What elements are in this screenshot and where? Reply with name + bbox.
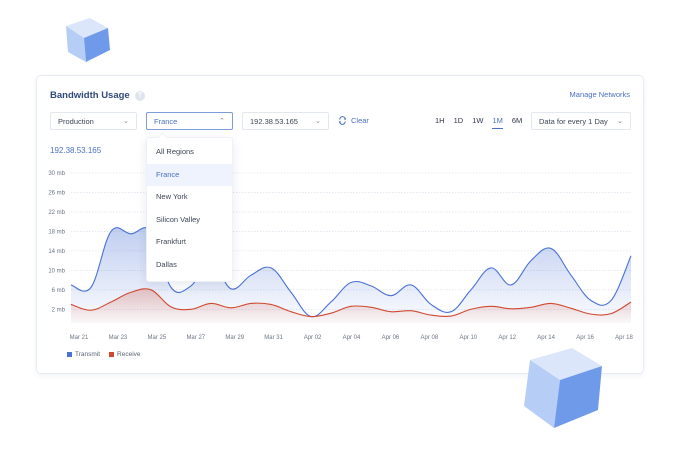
- region-option-frankfurt[interactable]: Frankfurt: [156, 237, 187, 246]
- tab-1h[interactable]: 1H: [435, 116, 445, 125]
- svg-text:10 mb: 10 mb: [48, 269, 65, 275]
- svg-text:Apr 02: Apr 02: [304, 335, 322, 341]
- interval-select[interactable]: Data for every 1 Day ⌄: [531, 112, 631, 130]
- chart-legend: Transmit Receive: [67, 351, 141, 358]
- transmit-swatch-icon: [67, 352, 72, 357]
- card-header: Bandwidth Usage ?: [50, 90, 145, 101]
- tab-1m[interactable]: 1M: [492, 116, 504, 129]
- svg-text:22 mb: 22 mb: [48, 210, 65, 216]
- card-title: Bandwidth Usage: [50, 90, 130, 101]
- svg-text:Apr 16: Apr 16: [576, 335, 594, 341]
- cube-decoration-icon: [524, 348, 602, 428]
- region-select[interactable]: France ⌃: [146, 112, 233, 130]
- ip-select[interactable]: 192.38.53.165 ⌄: [242, 112, 329, 130]
- cube-decoration-icon: [66, 18, 110, 62]
- region-option-silicon-valley[interactable]: Silicon Valley: [156, 214, 201, 224]
- legend-transmit[interactable]: Transmit: [67, 351, 100, 358]
- refresh-icon: [339, 116, 346, 125]
- chevron-down-icon: ⌄: [315, 118, 321, 125]
- svg-text:Apr 18: Apr 18: [615, 335, 633, 341]
- ip-value: 192.38.53.165: [250, 116, 298, 126]
- chevron-down-icon: ⌄: [617, 118, 623, 125]
- svg-text:6 mb: 6 mb: [52, 288, 66, 294]
- region-option-france[interactable]: France: [147, 163, 232, 186]
- svg-text:Apr 10: Apr 10: [459, 335, 477, 341]
- receive-swatch-icon: [109, 352, 115, 357]
- svg-text:Apr 12: Apr 12: [498, 335, 516, 341]
- manage-networks-link[interactable]: Manage Networks: [569, 90, 630, 99]
- svg-text:30 mb: 30 mb: [48, 171, 65, 177]
- clear-button[interactable]: Clear: [338, 116, 369, 125]
- legend-receive-label: Receive: [117, 351, 141, 358]
- time-range-tabs: 1H 1D 1W 1M 6M: [435, 116, 523, 129]
- legend-receive[interactable]: Receive: [109, 351, 141, 358]
- svg-text:Mar 25: Mar 25: [148, 335, 167, 341]
- interval-value: Data for every 1 Day: [539, 116, 608, 126]
- tab-1w[interactable]: 1W: [472, 116, 484, 125]
- clear-label: Clear: [351, 116, 369, 125]
- svg-text:Apr 08: Apr 08: [421, 335, 439, 341]
- svg-text:Mar 23: Mar 23: [109, 335, 128, 341]
- chart-ip-heading: 192.38.53.165: [50, 146, 102, 155]
- svg-text:Apr 06: Apr 06: [382, 335, 400, 341]
- region-value: France: [154, 116, 178, 126]
- svg-text:Mar 31: Mar 31: [264, 335, 283, 341]
- chevron-up-icon: ⌃: [219, 118, 225, 125]
- bandwidth-card: Bandwidth Usage ? Manage Networks Produc…: [36, 75, 644, 374]
- bandwidth-chart: 30 mb 26 mb 22 mb 18 mb 14 mb 10 mb 6 mb 2 mb Ma…: [48, 171, 633, 341]
- region-option-dallas[interactable]: Dallas: [156, 259, 177, 269]
- svg-text:26 mb: 26 mb: [48, 191, 65, 197]
- tab-1d[interactable]: 1D: [453, 116, 464, 125]
- svg-text:Mar 21: Mar 21: [70, 335, 89, 341]
- chevron-down-icon: ⌄: [123, 118, 129, 125]
- svg-text:14 mb: 14 mb: [48, 249, 65, 255]
- svg-text:2 mb: 2 mb: [52, 307, 66, 313]
- svg-text:18 mb: 18 mb: [48, 230, 65, 236]
- help-icon[interactable]: ?: [134, 90, 145, 101]
- environment-select[interactable]: Production ⌄: [50, 112, 137, 130]
- region-option-new-york[interactable]: New York: [156, 192, 188, 201]
- tab-6m[interactable]: 6M: [511, 116, 523, 125]
- region-dropdown-menu: All Regions France New York Silicon Vall…: [146, 137, 233, 282]
- svg-text:Apr 14: Apr 14: [537, 335, 555, 341]
- legend-transmit-label: Transmit: [75, 351, 101, 358]
- environment-value: Production: [58, 116, 94, 126]
- svg-text:Mar 27: Mar 27: [186, 335, 205, 341]
- region-option-all-regions[interactable]: All Regions: [156, 147, 194, 156]
- svg-text:Apr 04: Apr 04: [343, 335, 361, 341]
- svg-text:Mar 29: Mar 29: [225, 335, 244, 341]
